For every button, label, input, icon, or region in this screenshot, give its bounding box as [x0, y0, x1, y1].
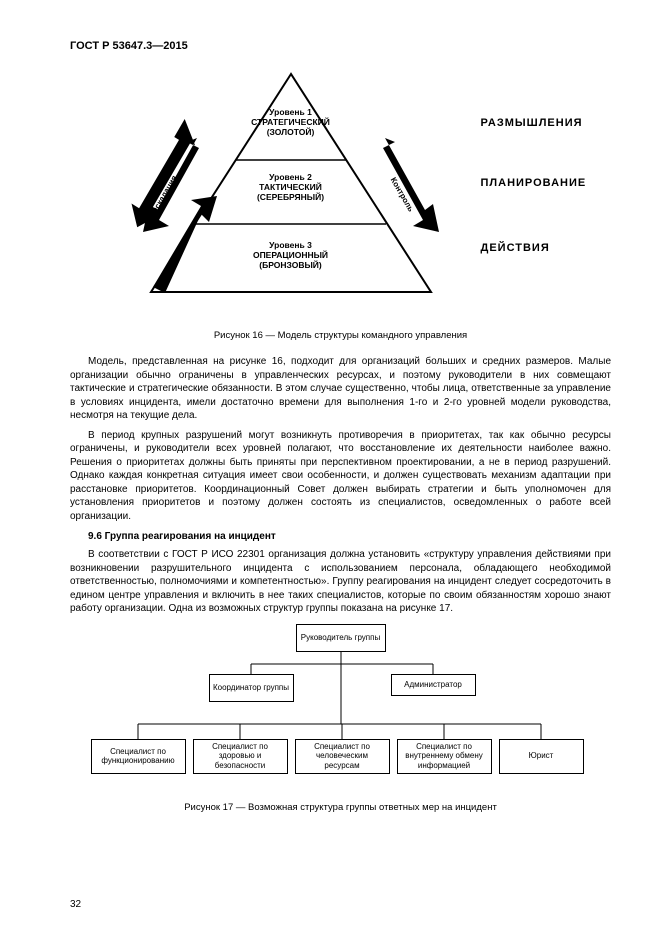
lvl2-line1: Уровень 2 — [226, 172, 356, 182]
tri-level-1: Уровень 1 СТРАТЕГИЧЕСКИЙ (ЗОЛОТОЙ) — [226, 107, 356, 137]
paragraph-2: В период крупных разрушений могут возник… — [70, 429, 611, 524]
lvl3-line1: Уровень 3 — [226, 240, 356, 250]
figure-17: Руководитель группыКоординатор группы Адм… — [91, 624, 591, 794]
org-box-coord: Координатор группы — [209, 674, 294, 702]
paragraph-3: В соответствии с ГОСТ Р ИСО 22301 органи… — [70, 548, 611, 616]
org-box-root: Руководитель группы — [296, 624, 386, 652]
org-box-b5: Юрист — [499, 739, 584, 774]
side-label-bottom: ДЕЙСТВИЯ — [481, 242, 550, 254]
org-box-b3: Специалист по человеческим ресурсам — [295, 739, 390, 774]
paragraph-1: Модель, представленная на рисунке 16, по… — [70, 355, 611, 423]
lvl2-line2: ТАКТИЧЕСКИЙ — [226, 182, 356, 192]
section-heading-96: 9.6 Группа реагирования на инцидент — [70, 531, 611, 542]
figure-16: Уровень 1 СТРАТЕГИЧЕСКИЙ (ЗОЛОТОЙ) Урове… — [81, 62, 601, 322]
org-box-b2: Специалист по здоровью и безопасности — [193, 739, 288, 774]
org-box-b1: Специалист по функционированию — [91, 739, 186, 774]
lvl1-line3: (ЗОЛОТОЙ) — [226, 127, 356, 137]
lvl1-line2: СТРАТЕГИЧЕСКИЙ — [226, 117, 356, 127]
page-number: 32 — [70, 899, 81, 910]
side-label-middle: ПЛАНИРОВАНИЕ — [481, 177, 587, 189]
org-box-admin: Администратор — [391, 674, 476, 696]
lvl1-line1: Уровень 1 — [226, 107, 356, 117]
org-box-b4: Специалист по внутреннему обмену информа… — [397, 739, 492, 774]
tri-level-3: Уровень 3 ОПЕРАЦИОННЫЙ (БРОНЗОВЫЙ) — [226, 240, 356, 270]
lvl2-line3: (СЕРЕБРЯНЫЙ) — [226, 192, 356, 202]
document-page: ГОСТ Р 53647.3—2015 Уровень 1 СТРАТЕГИЧЕ… — [0, 0, 661, 935]
lvl3-line3: (БРОНЗОВЫЙ) — [226, 260, 356, 270]
standard-header: ГОСТ Р 53647.3—2015 — [70, 40, 611, 52]
figure-16-caption: Рисунок 16 — Модель структуры командного… — [70, 330, 611, 341]
lvl3-line2: ОПЕРАЦИОННЫЙ — [226, 250, 356, 260]
figure-17-caption: Рисунок 17 — Возможная структура группы … — [70, 802, 611, 813]
tri-level-2: Уровень 2 ТАКТИЧЕСКИЙ (СЕРЕБРЯНЫЙ) — [226, 172, 356, 202]
side-label-top: РАЗМЫШЛЕНИЯ — [481, 117, 583, 129]
